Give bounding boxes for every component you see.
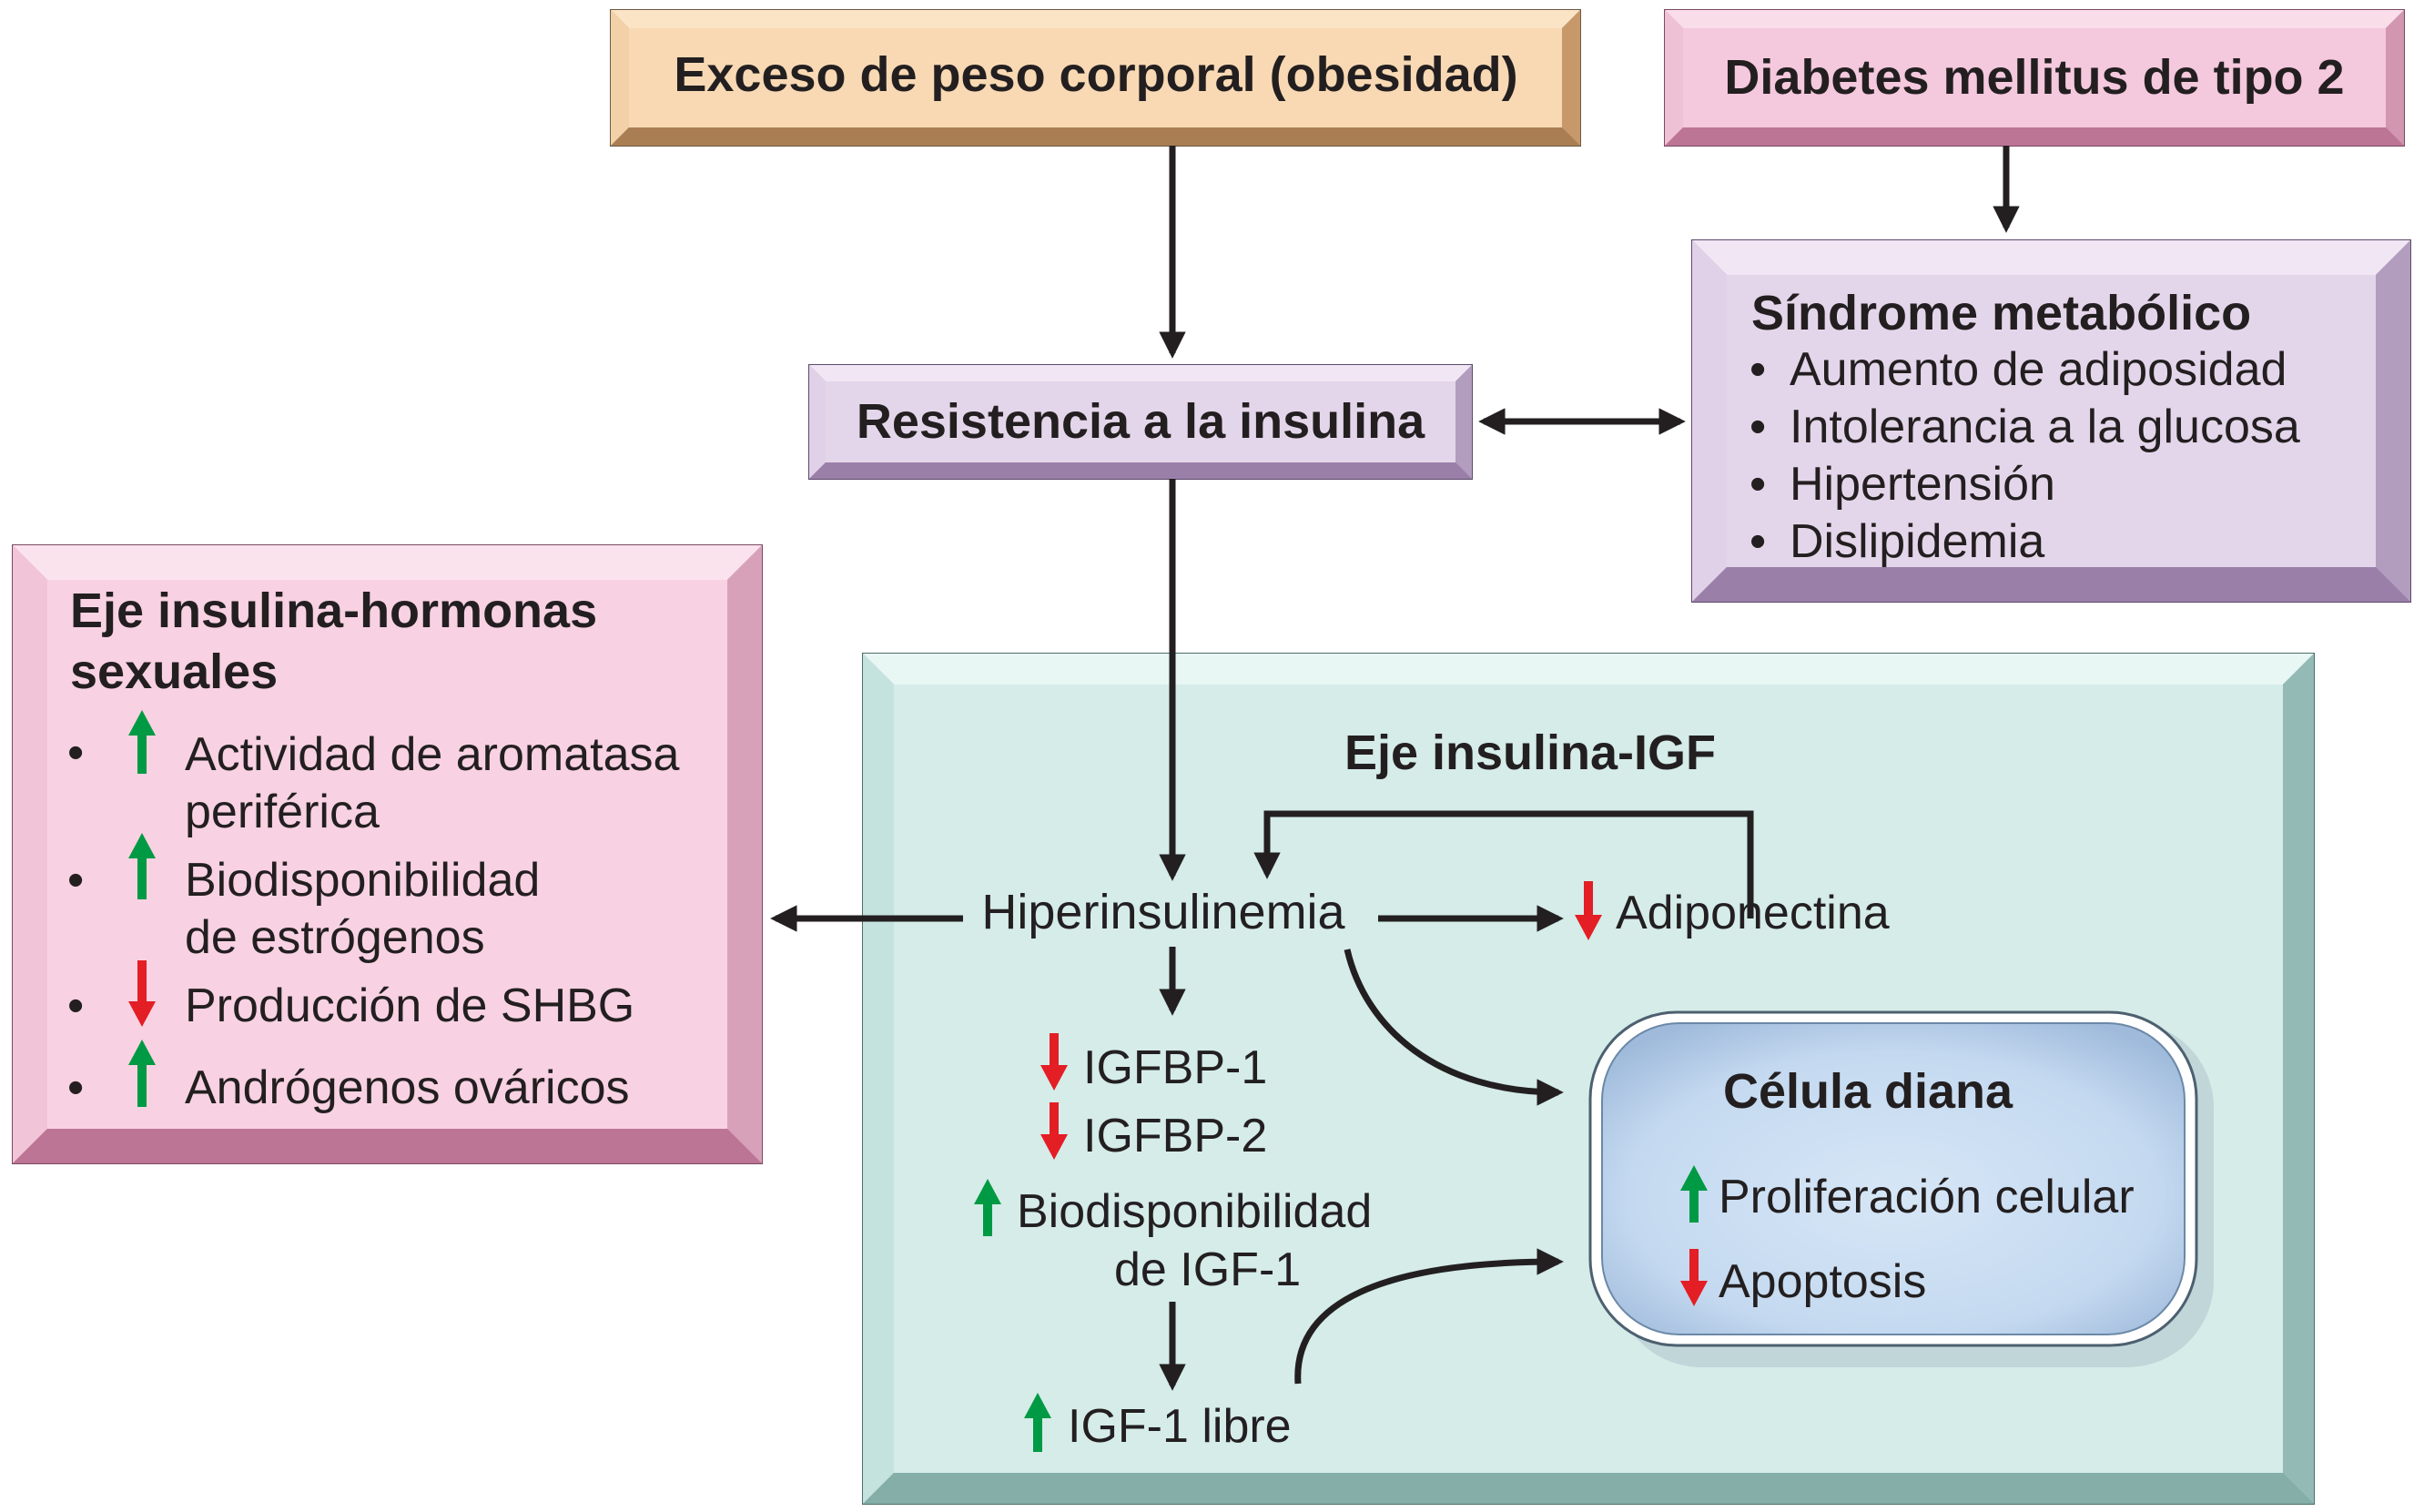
arrow-adiponectin-feedback <box>1253 810 1754 918</box>
igf1-bioavailability-label: de IGF-1 <box>1114 1243 1301 1296</box>
sex-hormone-axis-title: Eje insulina-hormonas <box>70 583 597 638</box>
sex-hormone-item: Biodisponibilidad <box>185 854 540 907</box>
obesity-label: Exceso de peso corporal (obesidad) <box>674 47 1517 102</box>
bullet: • <box>1750 458 1766 511</box>
insulin-resistance-label: Resistencia a la insulina <box>857 394 1425 449</box>
up-arrow-icon <box>1024 1393 1051 1452</box>
obesity-box: Exceso de peso corporal (obesidad) <box>610 9 1581 147</box>
bullet: • <box>67 979 84 1032</box>
igfbp2-label: IGFBP-2 <box>1083 1110 1267 1162</box>
igf-axis-box: Eje insulina-IGF Hiperinsulinemia Adipon… <box>862 653 2315 1505</box>
sex-hormone-axis-title: sexuales <box>70 644 278 699</box>
sex-hormone-axis-box: Eje insulina-hormonas sexuales • Activid… <box>12 544 763 1164</box>
metabolic-item: Aumento de adiposidad <box>1790 343 2287 396</box>
sex-hormone-item: de estrógenos <box>185 911 485 964</box>
down-arrow-icon <box>1680 1249 1708 1306</box>
sex-hormone-item: Producción de SHBG <box>185 979 634 1032</box>
diabetes-box: Diabetes mellitus de tipo 2 <box>1664 9 2405 147</box>
metabolic-item: Intolerancia a la glucosa <box>1790 401 2300 453</box>
proliferation-label: Proliferación celular <box>1719 1171 2135 1223</box>
bullet: • <box>67 726 84 779</box>
free-igf1-label: IGF-1 libre <box>1068 1400 1292 1453</box>
up-arrow-icon <box>128 833 156 899</box>
metabolic-syndrome-box: Síndrome metabólico • Aumento de adiposi… <box>1691 239 2411 603</box>
target-cell: Célula diana Proliferación celular Apopt… <box>1588 1010 2214 1367</box>
igf-axis-title: Eje insulina-IGF <box>1344 726 1716 780</box>
metabolic-item: Dislipidemia <box>1790 515 2044 568</box>
down-arrow-icon <box>1040 1102 1068 1160</box>
arrow-hyperinsulinemia-to-cell <box>1344 949 1564 1106</box>
arrow-free-igf1-to-cell <box>1294 1248 1564 1385</box>
igfbp1-label: IGFBP-1 <box>1083 1041 1267 1094</box>
bullet: • <box>1750 515 1766 568</box>
metabolic-item: Hipertensión <box>1790 458 2055 511</box>
down-arrow-icon <box>1040 1033 1068 1091</box>
bullet: • <box>1750 343 1766 396</box>
igf1-bioavailability-label: Biodisponibilidad <box>1017 1185 1372 1238</box>
up-arrow-icon <box>128 1040 156 1107</box>
up-arrow-icon <box>974 1179 1001 1236</box>
up-arrow-icon <box>1680 1165 1708 1223</box>
sex-hormone-item: Andrógenos ováricos <box>185 1061 630 1114</box>
down-arrow-icon <box>1575 881 1602 940</box>
diabetes-label: Diabetes mellitus de tipo 2 <box>1724 50 2344 105</box>
insulin-resistance-box: Resistencia a la insulina <box>808 364 1473 480</box>
sex-hormone-item: Actividad de aromatasa <box>185 728 679 781</box>
metabolic-syndrome-title: Síndrome metabólico <box>1751 286 2251 340</box>
bullet: • <box>1750 401 1766 453</box>
sex-hormone-item: periférica <box>185 786 380 838</box>
apoptosis-label: Apoptosis <box>1719 1255 1926 1308</box>
bullet: • <box>67 854 84 907</box>
target-cell-title: Célula diana <box>1723 1064 2013 1119</box>
up-arrow-icon <box>128 710 156 774</box>
bullet: • <box>67 1061 84 1114</box>
down-arrow-icon <box>128 960 156 1027</box>
hyperinsulinemia-label: Hiperinsulinemia <box>981 885 1345 939</box>
connectors <box>770 146 2020 1391</box>
